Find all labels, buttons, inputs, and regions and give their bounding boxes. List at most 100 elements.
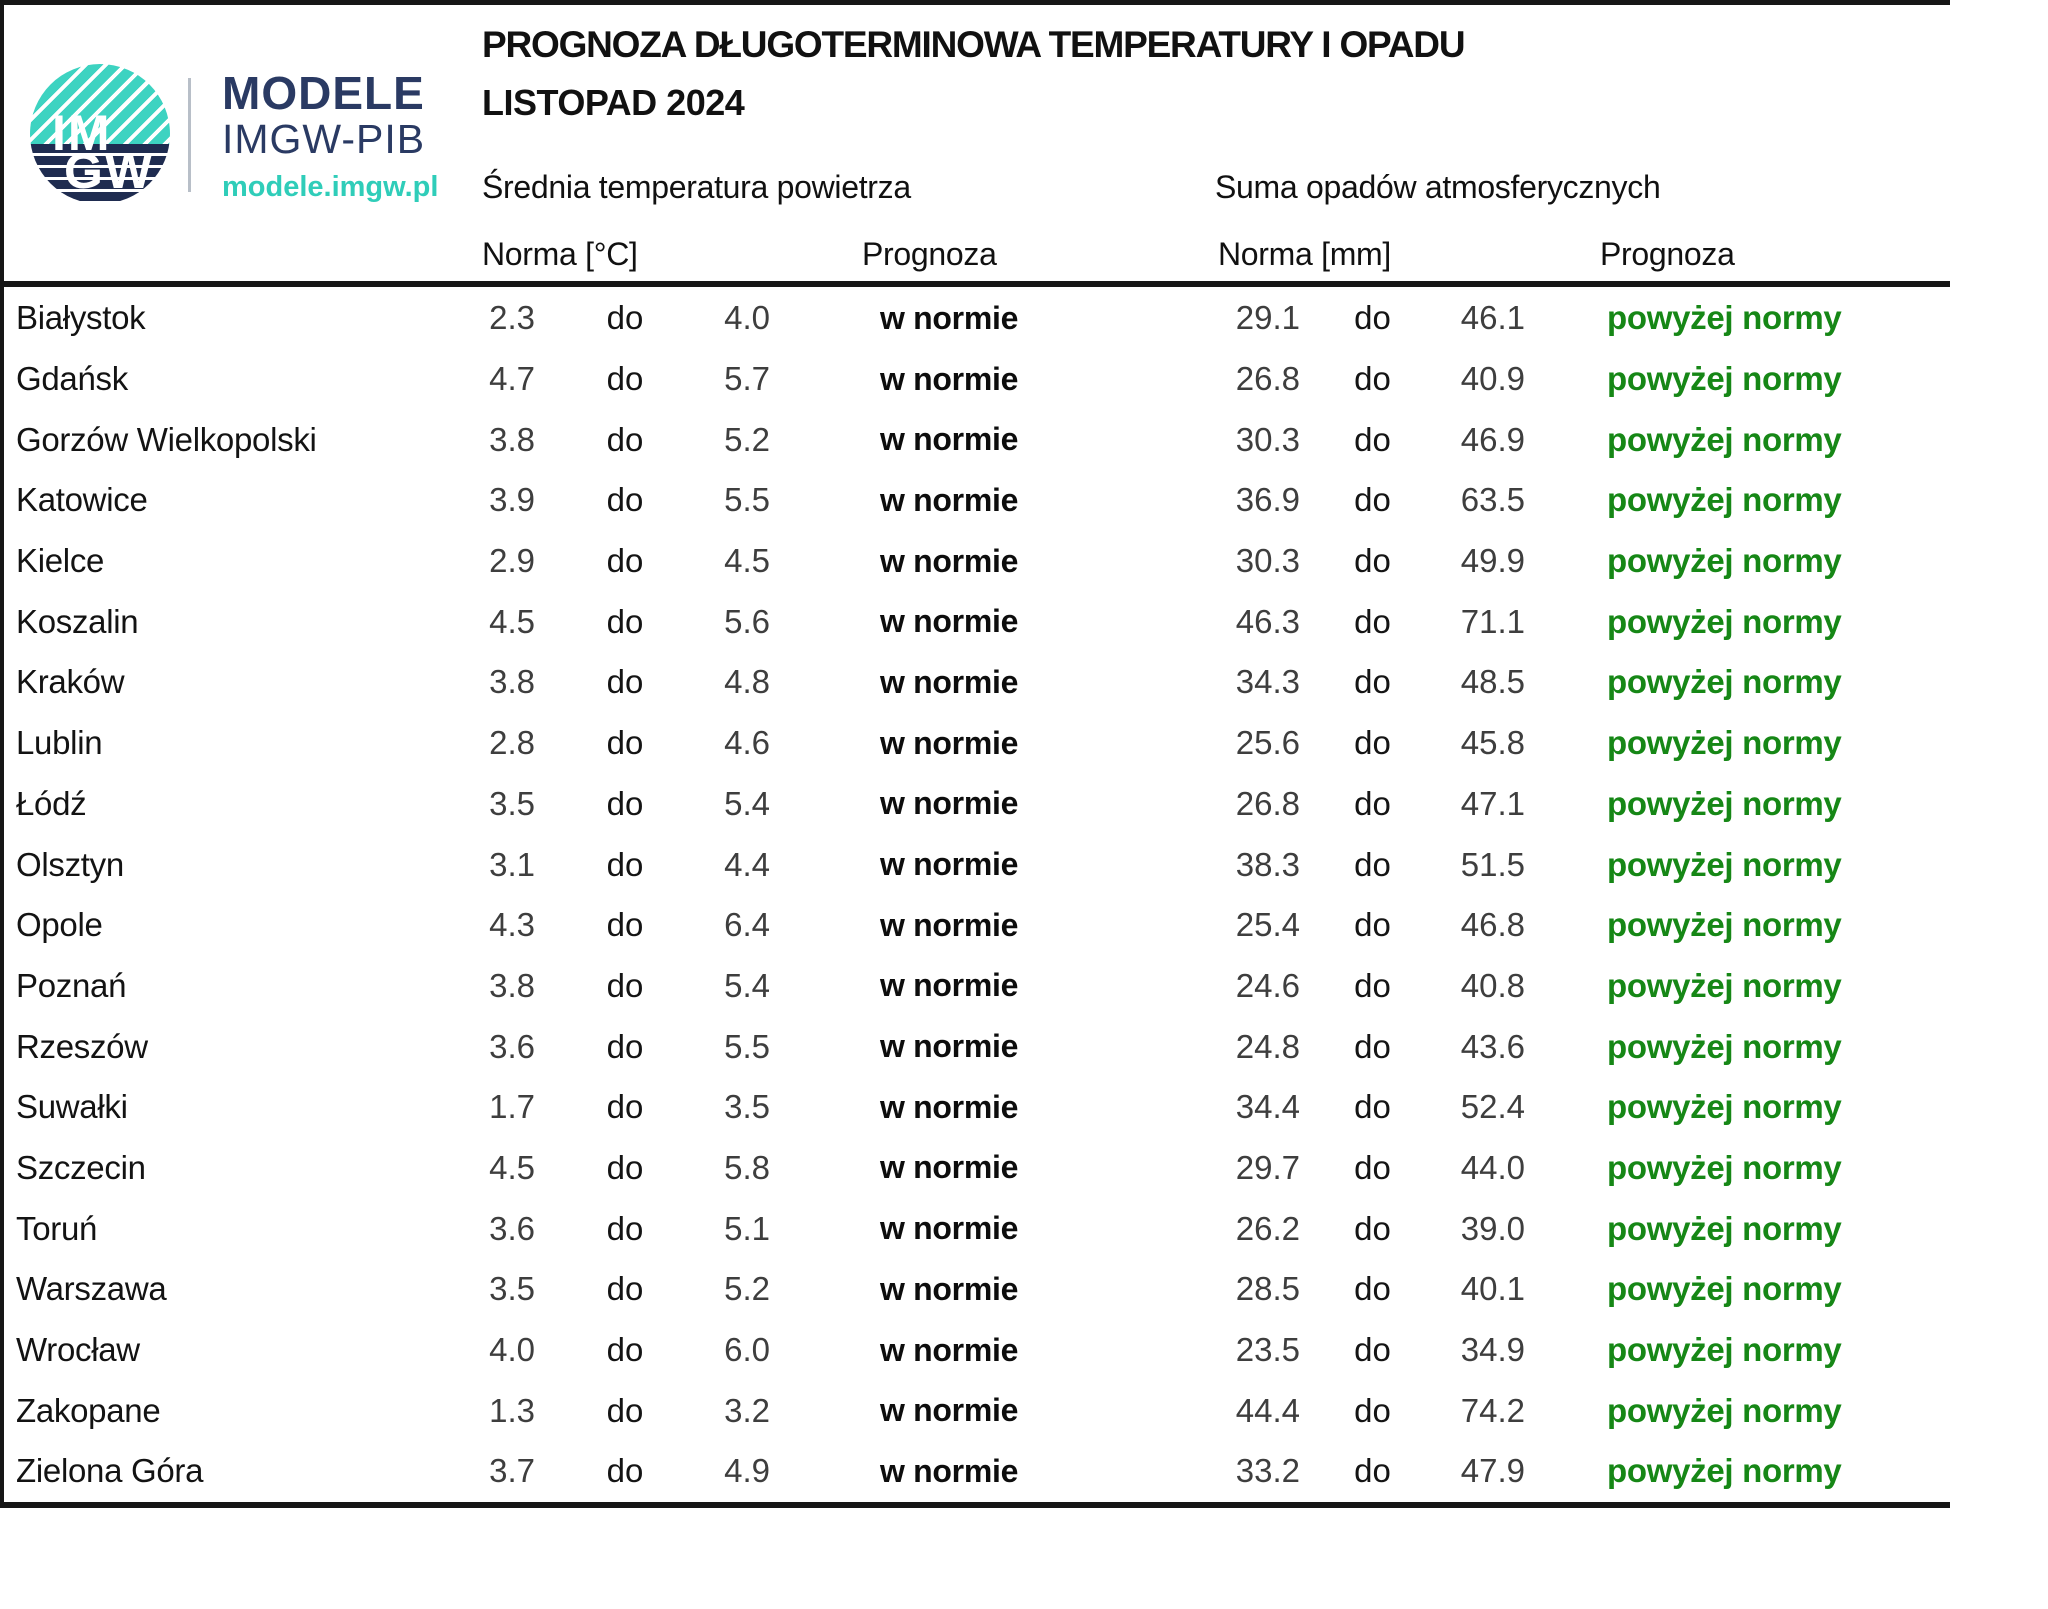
- table-top-border: [0, 0, 1950, 5]
- precip-forecast: powyżej normy: [1607, 724, 1842, 762]
- temp-forecast: w normie: [880, 967, 1019, 1004]
- do-separator: do: [606, 1209, 644, 1247]
- temp-forecast: w normie: [880, 1088, 1019, 1125]
- temp-forecast: w normie: [880, 906, 1019, 943]
- temp-norm-max: 4.0: [724, 299, 770, 337]
- city-name: Suwałki: [16, 1088, 128, 1126]
- temp-forecast: w normie: [880, 603, 1019, 640]
- city-name: Białystok: [16, 299, 146, 337]
- temp-norm-min: 3.5: [489, 784, 535, 822]
- temp-forecast: w normie: [880, 1028, 1019, 1065]
- temp-norm-max: 5.6: [724, 602, 770, 640]
- table-row: Poznań 3.8 do 5.4 w normie 24.6 do 40.8 …: [0, 956, 1950, 1017]
- temp-norm-max: 5.4: [724, 784, 770, 822]
- city-name: Gdańsk: [16, 360, 128, 398]
- do-separator: do: [606, 360, 644, 398]
- temp-forecast: w normie: [880, 1452, 1019, 1489]
- precip-norm-max: 51.5: [1460, 845, 1525, 883]
- temp-forecast: w normie: [880, 846, 1019, 883]
- precip-forecast: powyżej normy: [1607, 1391, 1842, 1429]
- do-separator: do: [606, 784, 644, 822]
- temp-norm-max: 5.1: [724, 1209, 770, 1247]
- do-separator: do: [1354, 1331, 1391, 1369]
- table-row: Opole 4.3 do 6.4 w normie 25.4 do 46.8 p…: [0, 895, 1950, 956]
- precip-forecast: powyżej normy: [1607, 542, 1842, 580]
- precip-section-header: Suma opadów atmosferycznych: [1215, 169, 1661, 205]
- temp-norm-max: 4.6: [724, 724, 770, 762]
- table-row: Lublin 2.8 do 4.6 w normie 25.6 do 45.8 …: [0, 713, 1950, 774]
- temp-norm-min: 4.7: [489, 360, 535, 398]
- precip-norm-min: 26.8: [1235, 360, 1300, 398]
- precip-norm-min: 38.3: [1235, 845, 1300, 883]
- city-name: Zakopane: [16, 1391, 161, 1429]
- precip-norm-min: 23.5: [1235, 1331, 1300, 1369]
- do-separator: do: [606, 420, 644, 458]
- precip-forecast: powyżej normy: [1607, 1270, 1842, 1308]
- table-row: Suwałki 1.7 do 3.5 w normie 34.4 do 52.4…: [0, 1077, 1950, 1138]
- precip-norm-max: 63.5: [1460, 481, 1525, 519]
- do-separator: do: [1354, 906, 1391, 944]
- temp-forecast: w normie: [880, 421, 1019, 458]
- temp-norm-min: 3.5: [489, 1270, 535, 1308]
- do-separator: do: [606, 663, 644, 701]
- precip-norm-max: 47.1: [1460, 784, 1525, 822]
- brand-modele: MODELE: [222, 67, 425, 119]
- table-header-separator: [0, 281, 1950, 287]
- forecast-table-body: Białystok 2.3 do 4.0 w normie 29.1 do 46…: [0, 288, 1950, 1502]
- city-name: Lublin: [16, 724, 103, 762]
- city-name: Warszawa: [16, 1270, 167, 1308]
- temp-norm-max: 4.5: [724, 542, 770, 580]
- temp-norm-min: 3.8: [489, 420, 535, 458]
- do-separator: do: [606, 1452, 644, 1490]
- precip-norm-max: 40.9: [1460, 360, 1525, 398]
- temp-forecast: w normie: [880, 1210, 1019, 1247]
- table-row: Rzeszów 3.6 do 5.5 w normie 24.8 do 43.6…: [0, 1016, 1950, 1077]
- do-separator: do: [606, 481, 644, 519]
- precip-norm-max: 52.4: [1460, 1088, 1525, 1126]
- temp-norm-max: 5.2: [724, 1270, 770, 1308]
- temp-norm-min: 3.8: [489, 663, 535, 701]
- precip-norm-max: 39.0: [1460, 1209, 1525, 1247]
- precip-forecast: powyżej normy: [1607, 1331, 1842, 1369]
- temp-norm-max: 3.5: [724, 1088, 770, 1126]
- precip-norm-min: 29.1: [1235, 299, 1300, 337]
- do-separator: do: [606, 906, 644, 944]
- city-name: Katowice: [16, 481, 148, 519]
- precip-forecast: powyżej normy: [1607, 481, 1842, 519]
- precip-norm-max: 47.9: [1460, 1452, 1525, 1490]
- brand-block: MODELE IMGW-PIB modele.imgw.pl: [222, 70, 438, 204]
- brand-url: modele.imgw.pl: [222, 171, 439, 204]
- logo-divider: [188, 78, 191, 192]
- table-row: Łódź 3.5 do 5.4 w normie 26.8 do 47.1 po…: [0, 774, 1950, 835]
- precip-forecast: powyżej normy: [1607, 1148, 1842, 1186]
- precip-norm-min: 30.3: [1235, 542, 1300, 580]
- temp-norm-min: 3.1: [489, 845, 535, 883]
- table-row: Olsztyn 3.1 do 4.4 w normie 38.3 do 51.5…: [0, 834, 1950, 895]
- city-name: Koszalin: [16, 602, 139, 640]
- do-separator: do: [1354, 1088, 1391, 1126]
- city-name: Kraków: [16, 663, 125, 701]
- do-separator: do: [1354, 360, 1391, 398]
- precip-forecast: powyżej normy: [1607, 906, 1842, 944]
- table-row: Zakopane 1.3 do 3.2 w normie 44.4 do 74.…: [0, 1380, 1950, 1441]
- temp-section-header: Średnia temperatura powietrza: [482, 169, 911, 205]
- precip-norm-max: 46.8: [1460, 906, 1525, 944]
- do-separator: do: [1354, 724, 1391, 762]
- temp-norm-min: 3.6: [489, 1027, 535, 1065]
- precip-forecast: powyżej normy: [1607, 420, 1842, 458]
- precip-norm-min: 46.3: [1235, 602, 1300, 640]
- temp-norm-min: 4.5: [489, 1148, 535, 1186]
- temp-forecast: w normie: [880, 1270, 1019, 1307]
- temp-norm-max: 6.0: [724, 1331, 770, 1369]
- do-separator: do: [1354, 1452, 1391, 1490]
- do-separator: do: [1354, 1209, 1391, 1247]
- temp-norm-min: 4.5: [489, 602, 535, 640]
- city-name: Gorzów Wielkopolski: [16, 420, 317, 458]
- precip-norm-max: 44.0: [1460, 1148, 1525, 1186]
- precip-norm-max: 34.9: [1460, 1331, 1525, 1369]
- precip-forecast: powyżej normy: [1607, 360, 1842, 398]
- precip-forecast: powyżej normy: [1607, 1088, 1842, 1126]
- precip-forecast: powyżej normy: [1607, 1209, 1842, 1247]
- table-bottom-border: [0, 1502, 1950, 1508]
- precip-norm-min: 44.4: [1235, 1391, 1300, 1429]
